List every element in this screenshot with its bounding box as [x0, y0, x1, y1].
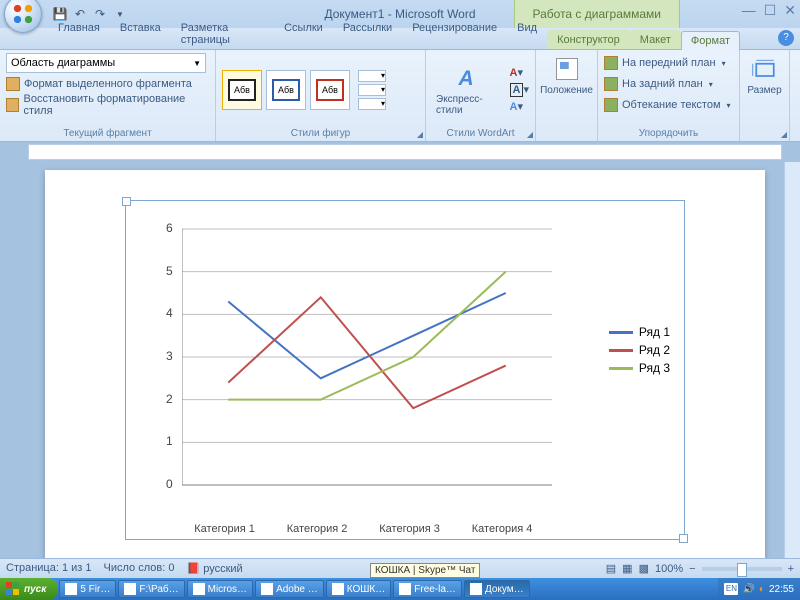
shape-fill-button[interactable]: ▾ [358, 70, 386, 82]
shape-outline-button[interactable]: ▾ [358, 84, 386, 96]
legend-item: Ряд 2 [609, 343, 670, 357]
x-axis-label: Категория 4 [472, 523, 533, 535]
ribbon-tabs: ГлавнаяВставкаРазметка страницыСсылкиРас… [0, 28, 800, 50]
tray-icon[interactable]: ◐ [759, 584, 765, 595]
group-arrange: На передний план▾На задний план▾Обтекани… [598, 50, 740, 141]
group-label: Упорядочить [604, 126, 733, 139]
taskbar-item[interactable]: 5 Fir… [59, 580, 116, 598]
svg-text:A: A [457, 67, 473, 90]
chart-legend: Ряд 1 Ряд 2 Ряд 3 [609, 321, 670, 379]
tab-Рецензирование[interactable]: Рецензирование [402, 18, 507, 49]
dialog-launcher-icon[interactable]: ◢ [781, 130, 787, 139]
legend-item: Ряд 3 [609, 361, 670, 375]
maximize-button[interactable]: ☐ [764, 2, 777, 19]
word-count[interactable]: Число слов: 0 [104, 562, 175, 575]
windows-taskbar: пуск 5 Fir…F:\Раб…Micros…Adobe …КОШК…Fre… [0, 578, 800, 600]
group-label: Стили фигур [222, 126, 419, 139]
system-tray[interactable]: EN 🔊 ◐ 22:55 [718, 578, 800, 600]
language-status[interactable]: 📕 русский [186, 562, 242, 575]
text-effects-icon[interactable]: A▾ [510, 100, 529, 113]
y-axis-label: 6 [166, 221, 173, 235]
view-print-icon[interactable]: ▤ [606, 562, 616, 575]
taskbar-item[interactable]: F:\Раб… [118, 580, 184, 598]
group-current-selection: Область диаграммы ▼ Формат выделенного ф… [0, 50, 216, 141]
shape-style-preset[interactable]: Абв [222, 70, 262, 110]
chart-element-combo[interactable]: Область диаграммы ▼ [6, 53, 206, 73]
tab-Вставка[interactable]: Вставка [110, 18, 171, 49]
zoom-slider[interactable] [702, 567, 782, 571]
chart-plot [182, 219, 552, 515]
x-axis-label: Категория 3 [379, 523, 440, 535]
legend-item: Ряд 1 [609, 325, 670, 339]
dialog-launcher-icon[interactable]: ◢ [417, 130, 423, 139]
group-wordart-styles: A Экспресс-стили A▾ A▾ A▾ Стили WordArt … [426, 50, 536, 141]
minimize-button[interactable]: — [742, 2, 756, 19]
tab-Вид[interactable]: Вид [507, 18, 547, 49]
view-read-icon[interactable]: ▦ [622, 562, 632, 575]
horizontal-ruler[interactable] [28, 144, 782, 160]
taskbar-item[interactable]: КОШК… [326, 580, 391, 598]
text-outline-icon[interactable]: A▾ [510, 83, 529, 96]
taskbar-item[interactable]: Free-la… [393, 580, 462, 598]
quick-styles-button[interactable]: A Экспресс-стили [432, 62, 506, 118]
taskbar-item[interactable]: Adobe … [255, 580, 324, 598]
tab-Ссылки[interactable]: Ссылки [274, 18, 333, 49]
taskbar-item[interactable]: Micros… [187, 580, 253, 598]
chart-object[interactable]: Ряд 1 Ряд 2 Ряд 3 0 1 2 3 4 5 6 Категория 1 Катего… [125, 200, 685, 540]
x-axis-label: Категория 2 [287, 523, 348, 535]
y-axis-label: 2 [166, 392, 173, 406]
text-fill-icon[interactable]: A▾ [510, 66, 529, 79]
format-selection-button[interactable]: Формат выделенного фрагмента [6, 74, 192, 94]
help-icon[interactable]: ? [778, 30, 794, 46]
close-button[interactable]: ✕ [784, 2, 796, 19]
document-area: Ряд 1 Ряд 2 Ряд 3 0 1 2 3 4 5 6 Категория 1 Катего… [0, 142, 800, 558]
y-axis-label: 1 [166, 434, 173, 448]
clock[interactable]: 22:55 [769, 584, 794, 595]
x-axis-label: Категория 1 [194, 523, 255, 535]
ribbon: Область диаграммы ▼ Формат выделенного ф… [0, 50, 800, 142]
vertical-scrollbar[interactable] [784, 162, 800, 558]
group-label [542, 137, 591, 139]
chevron-down-icon: ▼ [193, 59, 201, 68]
y-axis-label: 0 [166, 477, 173, 491]
zoom-value[interactable]: 100% [655, 563, 683, 575]
language-indicator[interactable]: EN [724, 583, 738, 595]
dialog-launcher-icon[interactable]: ◢ [527, 130, 533, 139]
tab-Формат[interactable]: Формат [681, 31, 740, 50]
shape-style-preset[interactable]: Абв [310, 70, 350, 110]
tab-Разметка страницы[interactable]: Разметка страницы [171, 18, 274, 49]
arrange-item[interactable]: На задний план▾ [604, 74, 713, 94]
zoom-out-button[interactable]: − [689, 563, 695, 575]
group-label [746, 137, 783, 139]
shape-effects-button[interactable]: ▾ [358, 98, 386, 110]
group-position: Положение [536, 50, 598, 141]
tray-icon[interactable]: 🔊 [742, 584, 754, 595]
size-button[interactable]: Размер [743, 53, 785, 98]
y-axis-label: 5 [166, 264, 173, 278]
tab-Главная[interactable]: Главная [48, 18, 110, 49]
group-label: Стили WordArt [432, 126, 529, 139]
position-button[interactable]: Положение [536, 53, 597, 98]
group-label: Текущий фрагмент [6, 126, 209, 139]
group-shape-styles: АбвАбвАбв▾▾▾ Стили фигур ◢ [216, 50, 426, 141]
page: Ряд 1 Ряд 2 Ряд 3 0 1 2 3 4 5 6 Категория 1 Катего… [45, 170, 765, 558]
y-axis-label: 4 [166, 306, 173, 320]
taskbar-item[interactable]: Докум… [464, 580, 530, 598]
arrange-item[interactable]: На передний план▾ [604, 53, 726, 73]
tab-Рассылки[interactable]: Рассылки [333, 18, 402, 49]
shape-style-preset[interactable]: Абв [266, 70, 306, 110]
arrange-item[interactable]: Обтекание текстом▾ [604, 95, 731, 115]
combo-value: Область диаграммы [11, 57, 115, 69]
y-axis-label: 3 [166, 349, 173, 363]
tab-Макет[interactable]: Макет [630, 30, 681, 49]
page-count[interactable]: Страница: 1 из 1 [6, 562, 92, 575]
group-size: Размер ◢ [740, 50, 790, 141]
start-button[interactable]: пуск [0, 578, 58, 600]
zoom-in-button[interactable]: + [788, 563, 794, 575]
reset-style-button[interactable]: Восстановить форматирование стиля [6, 95, 209, 115]
tab-Конструктор[interactable]: Конструктор [547, 30, 630, 49]
skype-tooltip: КОШКА | Skype™ Чат [370, 563, 480, 578]
view-web-icon[interactable]: ▩ [639, 562, 649, 575]
